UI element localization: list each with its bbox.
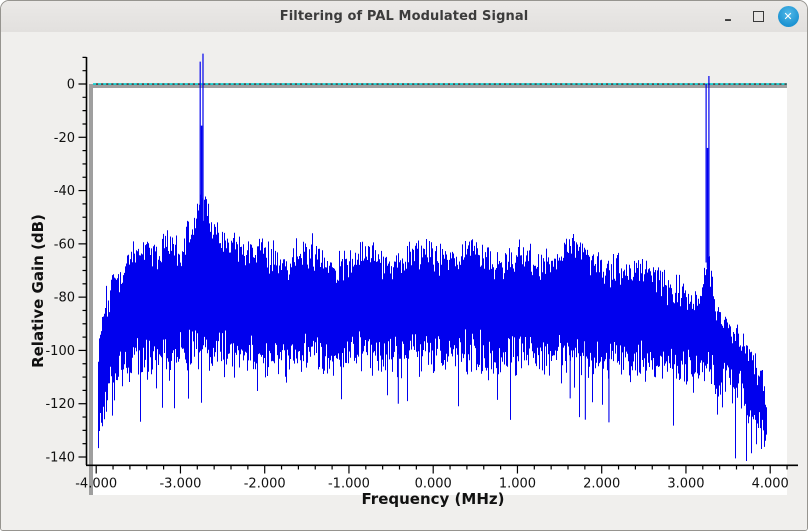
y-tick-label: 0 <box>67 78 75 93</box>
window-title: Filtering of PAL Modulated Signal <box>279 9 529 24</box>
close-icon: ✕ <box>777 6 799 27</box>
y-tick-label: -100 <box>45 344 75 359</box>
y-tick-label: -40 <box>54 184 75 199</box>
maximize-button[interactable] <box>746 5 770 29</box>
y-tick-label: -20 <box>54 131 75 146</box>
maximize-icon <box>752 11 764 22</box>
x-axis-title: Frequency (MHz) <box>361 490 505 508</box>
plot-canvas <box>89 84 787 495</box>
titlebar[interactable]: Filtering of PAL Modulated Signal – ✕ <box>1 1 807 33</box>
plot-panel: 0 -20 -40 -60 -80 -100 -120 -140 -4.000 -3.000 -2.… <box>1 32 807 530</box>
minimize-button[interactable]: – <box>716 5 740 29</box>
y-tick-label: -140 <box>45 451 75 466</box>
y-tick-label: -80 <box>54 291 75 306</box>
y-tick-label: -60 <box>54 237 75 252</box>
window-controls: – ✕ <box>716 1 800 32</box>
y-axis-title: Relative Gain (dB) <box>29 214 47 368</box>
minimize-icon: – <box>724 10 732 28</box>
y-tick-label: -120 <box>45 397 75 412</box>
close-button[interactable]: ✕ <box>776 5 800 29</box>
